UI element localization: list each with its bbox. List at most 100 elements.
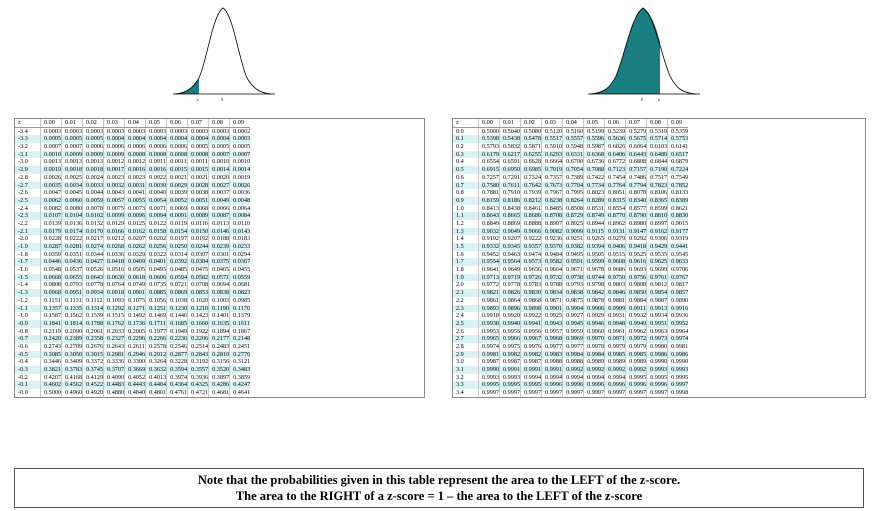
probability-cell: 0.0073 bbox=[124, 204, 147, 213]
probability-cell: 0.9834 bbox=[541, 289, 564, 297]
probability-cell: 0.0359 bbox=[40, 250, 63, 259]
z-value-cell: 0.6 bbox=[453, 173, 479, 182]
table-row: -2.8 0.0026 0.0025 0.0024 0.0023 0.0023 0.0022… bbox=[15, 173, 250, 182]
probability-cell: 0.4920 bbox=[82, 389, 105, 397]
column-header: 0.03 bbox=[103, 119, 126, 128]
z-value-cell: 1.9 bbox=[453, 273, 479, 282]
probability-cell: 0.9962 bbox=[625, 327, 648, 336]
probability-cell: 0.2912 bbox=[145, 350, 168, 359]
probability-cell: 0.0080 bbox=[61, 204, 84, 213]
probability-cell: 0.9996 bbox=[625, 381, 648, 390]
probability-cell: 0.9573 bbox=[520, 258, 543, 267]
probability-cell: 0.9525 bbox=[625, 250, 648, 259]
z-value-cell: 2.6 bbox=[453, 327, 479, 336]
probability-cell: 0.9838 bbox=[562, 289, 585, 297]
probability-cell: 0.4880 bbox=[103, 389, 126, 397]
z-value-cell: 3.2 bbox=[453, 373, 479, 382]
probability-cell: 0.9963 bbox=[646, 327, 669, 336]
probability-cell: 0.0022 bbox=[145, 173, 168, 182]
probability-cell: 0.0132 bbox=[82, 219, 105, 228]
probability-cell: 0.0239 bbox=[208, 243, 231, 251]
probability-cell: 0.9943 bbox=[541, 319, 564, 328]
probability-cell: 0.9671 bbox=[562, 266, 585, 274]
table-row: 2.3 0.9893 0.9896 0.9898 0.9901 0.9904 0.9906 0… bbox=[453, 304, 689, 313]
probability-cell: 0.6293 bbox=[541, 150, 564, 159]
probability-cell: 0.9922 bbox=[520, 312, 543, 320]
probability-cell: 0.8790 bbox=[625, 212, 648, 220]
z-value-cell: -2.7 bbox=[15, 181, 41, 190]
probability-cell: 0.9918 bbox=[478, 312, 501, 320]
table-row: 2.6 0.9953 0.9955 0.9956 0.9957 0.9959 0.9960 0… bbox=[453, 327, 688, 336]
probability-cell: 0.6628 bbox=[520, 158, 543, 167]
probability-cell: 0.7881 bbox=[478, 189, 501, 197]
probability-cell: 0.0436 bbox=[61, 258, 84, 267]
probability-cell: 0.9995 bbox=[478, 381, 501, 390]
probability-cell: 0.5438 bbox=[499, 135, 522, 144]
probability-cell: 0.7123 bbox=[604, 166, 627, 174]
probability-cell: 0.6406 bbox=[604, 150, 627, 159]
probability-cell: 0.1314 bbox=[82, 304, 105, 313]
probability-cell: 0.9976 bbox=[520, 342, 543, 351]
probability-cell: 0.5398 bbox=[478, 135, 501, 144]
probability-cell: 0.9861 bbox=[478, 296, 501, 305]
probability-cell: 0.0158 bbox=[145, 227, 168, 236]
probability-cell: 0.2776 bbox=[229, 350, 251, 359]
z-value-cell: 3.1 bbox=[453, 366, 479, 374]
probability-cell: 0.9994 bbox=[562, 373, 585, 382]
probability-cell: 0.0274 bbox=[82, 243, 105, 251]
probability-cell: 0.0192 bbox=[187, 235, 210, 243]
probability-cell: 0.9994 bbox=[583, 373, 606, 382]
probability-cell: 0.0069 bbox=[166, 204, 189, 213]
probability-cell: 0.9997 bbox=[604, 389, 627, 397]
probability-cell: 0.8925 bbox=[562, 219, 585, 228]
probability-cell: 0.9803 bbox=[604, 281, 627, 290]
probability-cell: 0.8749 bbox=[583, 212, 606, 220]
probability-cell: 0.0005 bbox=[233, 143, 251, 151]
table-row: -2.5 0.0062 0.0060 0.0059 0.0057 0.0055 0.0054… bbox=[15, 196, 251, 205]
probability-cell: 0.0036 bbox=[233, 189, 251, 197]
probability-cell: 0.9864 bbox=[499, 296, 522, 305]
probability-cell: 0.9959 bbox=[562, 327, 585, 336]
probability-cell: 0.0062 bbox=[40, 196, 63, 205]
probability-cell: 0.0020 bbox=[208, 173, 231, 182]
probability-cell: 0.9989 bbox=[583, 358, 606, 366]
table-row: -0.6 0.2743 0.2709 0.2676 0.2643 0.2611 0.2578… bbox=[15, 342, 250, 351]
probability-cell: 0.0668 bbox=[40, 273, 63, 282]
probability-cell: 0.1093 bbox=[103, 296, 126, 305]
probability-cell: 0.9941 bbox=[520, 319, 543, 328]
probability-cell: 0.9946 bbox=[583, 319, 606, 328]
probability-cell: 0.9418 bbox=[625, 243, 648, 251]
probability-cell: 0.9989 bbox=[625, 358, 648, 366]
probability-cell: 0.2061 bbox=[82, 327, 105, 336]
probability-cell: 0.0003 bbox=[124, 127, 147, 136]
z-value-cell: -0.3 bbox=[15, 366, 41, 374]
table-row: 3.2 0.9993 0.9993 0.9994 0.9994 0.9994 0.9994 0… bbox=[453, 373, 688, 382]
probability-cell: 0.0559 bbox=[229, 273, 251, 282]
table-row: -1.4 0.0808 0.0793 0.0778 0.0764 0.0749 0.0735… bbox=[15, 281, 250, 290]
probability-cell: 0.8599 bbox=[646, 204, 669, 213]
probability-cell: 0.8023 bbox=[583, 189, 606, 197]
table-row: -0.9 0.1841 0.1814 0.1788 0.1762 0.1736 0.1711… bbox=[15, 319, 251, 328]
table-row: -3.1 0.0010 0.0009 0.0009 0.0009 0.0008 0.0008… bbox=[15, 150, 251, 159]
probability-cell: 0.0049 bbox=[208, 196, 231, 205]
z-value-cell: 1.2 bbox=[453, 219, 479, 228]
probability-cell: 0.9997 bbox=[541, 389, 564, 397]
probability-cell: 0.0301 bbox=[208, 250, 231, 259]
table-row: -0.2 0.4207 0.4168 0.4129 0.4090 0.4052 0.4013… bbox=[15, 373, 250, 382]
table-row: -3.3 0.0005 0.0005 0.0005 0.0004 0.0004 0.0004… bbox=[15, 135, 251, 144]
probability-cell: 0.7734 bbox=[583, 181, 606, 190]
probability-cell: 0.7642 bbox=[520, 181, 543, 190]
probability-cell: 0.9945 bbox=[562, 319, 585, 328]
probability-cell: 0.2090 bbox=[61, 327, 84, 336]
probability-cell: 0.9981 bbox=[671, 342, 689, 350]
z-value-cell: -2.8 bbox=[15, 173, 41, 182]
probability-cell: 0.0052 bbox=[166, 196, 189, 205]
probability-cell: 0.8888 bbox=[520, 219, 543, 228]
probability-cell: 0.0007 bbox=[229, 150, 251, 159]
probability-cell: 0.0094 bbox=[145, 212, 168, 220]
probability-cell: 0.9896 bbox=[499, 304, 522, 313]
probability-cell: 0.3121 bbox=[233, 358, 251, 366]
z-value-cell: -0.1 bbox=[15, 381, 41, 390]
probability-cell: 0.9441 bbox=[667, 243, 689, 251]
table-row: -1.8 0.0359 0.0351 0.0344 0.0336 0.0329 0.0322… bbox=[15, 250, 250, 259]
